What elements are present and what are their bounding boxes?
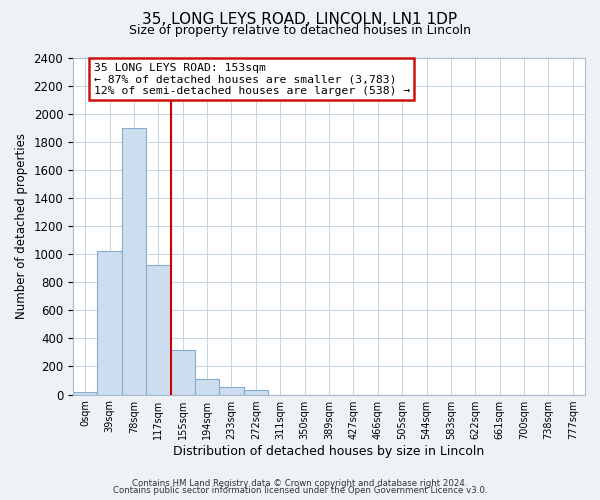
- Text: Contains HM Land Registry data © Crown copyright and database right 2024.: Contains HM Land Registry data © Crown c…: [132, 478, 468, 488]
- Text: 35 LONG LEYS ROAD: 153sqm
← 87% of detached houses are smaller (3,783)
12% of se: 35 LONG LEYS ROAD: 153sqm ← 87% of detac…: [94, 62, 410, 96]
- Text: Size of property relative to detached houses in Lincoln: Size of property relative to detached ho…: [129, 24, 471, 37]
- Text: Contains public sector information licensed under the Open Government Licence v3: Contains public sector information licen…: [113, 486, 487, 495]
- Text: 35, LONG LEYS ROAD, LINCOLN, LN1 1DP: 35, LONG LEYS ROAD, LINCOLN, LN1 1DP: [142, 12, 458, 26]
- X-axis label: Distribution of detached houses by size in Lincoln: Distribution of detached houses by size …: [173, 444, 485, 458]
- Bar: [220, 387, 244, 394]
- Bar: [122, 128, 146, 394]
- Bar: [195, 379, 220, 394]
- Bar: [73, 392, 97, 394]
- Bar: [170, 350, 195, 395]
- Bar: [97, 252, 122, 394]
- Bar: [146, 266, 170, 394]
- Y-axis label: Number of detached properties: Number of detached properties: [15, 133, 28, 319]
- Bar: [244, 390, 268, 394]
